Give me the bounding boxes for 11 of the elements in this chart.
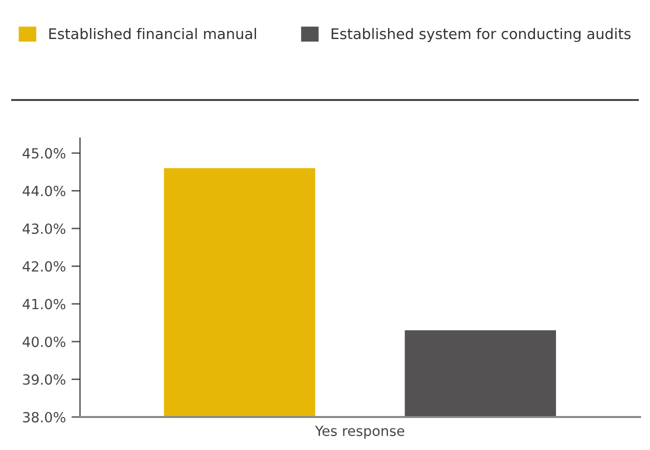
y-tick-label: 42.0% — [22, 261, 66, 272]
y-tick-label: 41.0% — [22, 298, 66, 310]
y-tick-label: 38.0% — [23, 412, 66, 422]
x-tick-label: Yes response — [315, 426, 404, 439]
legend-label: Established system for conducting audits — [332, 28, 631, 42]
y-tick-label: 45.0% — [22, 148, 66, 159]
legend-label: Established financial manual — [49, 28, 256, 40]
y-tick-label: 39.0% — [23, 374, 66, 385]
y-tick-label: 40.0% — [22, 336, 66, 348]
y-tick-label: 43.0% — [22, 223, 66, 234]
y-tick-label: 44.0% — [22, 186, 66, 196]
